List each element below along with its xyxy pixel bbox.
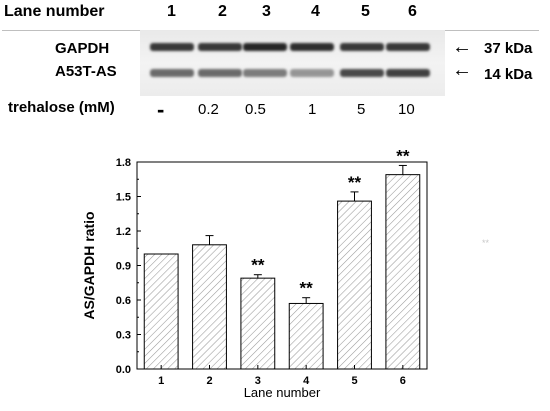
western-blot-image — [140, 30, 445, 96]
x-tick-label: 3 — [255, 375, 261, 387]
y-tick-label: 1.5 — [116, 192, 131, 204]
x-tick-label: 4 — [303, 375, 310, 387]
y-tick-label: 0.9 — [116, 261, 131, 273]
bar-lane-3 — [240, 277, 276, 370]
bar-lane-2 — [192, 244, 227, 370]
gapdh-label: GAPDH — [55, 40, 110, 57]
blot-band-gapdh-lane-4 — [290, 43, 334, 51]
lane-header-5: 5 — [361, 3, 370, 20]
trehalose-value-6: 10 — [398, 101, 415, 118]
bar-lane-5 — [337, 200, 372, 370]
blot-band-a53t-lane-2 — [198, 69, 242, 77]
trehalose-label: trehalose (mM) — [8, 99, 115, 116]
significance-mark-4: ** — [300, 279, 314, 298]
trehalose-value-4: 1 — [308, 101, 317, 118]
gapdh-arrow-icon: ← — [452, 36, 472, 58]
x-axis-title: Lane number — [244, 385, 321, 400]
lane-header-3: 3 — [262, 3, 271, 20]
lane-header-2: 2 — [218, 3, 227, 20]
y-tick-label: 0.6 — [116, 295, 131, 307]
chart-frame — [136, 161, 428, 370]
lane-number-label: Lane number — [4, 3, 105, 20]
blot-band-a53t-lane-6 — [386, 69, 430, 77]
a53t-marker: 14 kDa — [484, 66, 533, 83]
y-tick-label: 0.3 — [116, 330, 131, 342]
x-tick-label: 5 — [351, 375, 357, 387]
blot-band-gapdh-lane-1 — [150, 43, 194, 51]
trehalose-value-3: 0.5 — [245, 101, 266, 118]
blot-band-a53t-lane-4 — [290, 69, 334, 77]
significance-mark-5: ** — [348, 173, 362, 192]
x-tick-label: 2 — [206, 375, 212, 387]
trehalose-value-1: - — [157, 97, 165, 122]
blot-band-gapdh-lane-3 — [243, 43, 287, 51]
lane-header-4: 4 — [311, 3, 320, 20]
trehalose-value-2: 0.2 — [198, 101, 219, 118]
bar-chart: 0.0 0.3 0.6 0.9 1.2 1.5 1.8 1 2 ** 3 ** 4 ** 5 ** 6 Lane … — [81, 146, 428, 400]
lane-header-1: 1 — [167, 3, 176, 20]
bar-lane-4 — [288, 302, 324, 370]
blot-bands — [150, 43, 430, 77]
x-tick-label: 1 — [158, 375, 164, 387]
bar-lane-6 — [385, 174, 421, 370]
blot-band-a53t-lane-3 — [243, 69, 287, 77]
x-tick-label: 6 — [400, 375, 406, 387]
significance-mark-3: ** — [251, 256, 265, 275]
y-axis-title: AS/GAPDH ratio — [81, 211, 97, 319]
blot-background — [140, 30, 445, 96]
blot-band-gapdh-lane-5 — [340, 43, 384, 51]
bar-lane-1 — [143, 253, 179, 370]
trehalose-value-5: 5 — [357, 101, 366, 118]
y-tick-label: 0.0 — [116, 364, 131, 376]
blot-band-a53t-lane-5 — [340, 69, 384, 77]
gapdh-marker: 37 kDa — [484, 40, 533, 57]
a53t-as-label: A53T-AS — [55, 63, 117, 80]
blot-band-gapdh-lane-2 — [198, 43, 242, 51]
significance-mark-6: ** — [396, 146, 410, 165]
y-tick-label: 1.8 — [116, 157, 131, 169]
blot-band-gapdh-lane-6 — [386, 43, 430, 51]
a53t-arrow-icon: ← — [452, 59, 472, 81]
stray-mark: ** — [482, 238, 490, 248]
blot-band-a53t-lane-1 — [150, 69, 194, 77]
lane-header-6: 6 — [408, 3, 417, 20]
y-tick-label: 1.2 — [116, 226, 131, 238]
